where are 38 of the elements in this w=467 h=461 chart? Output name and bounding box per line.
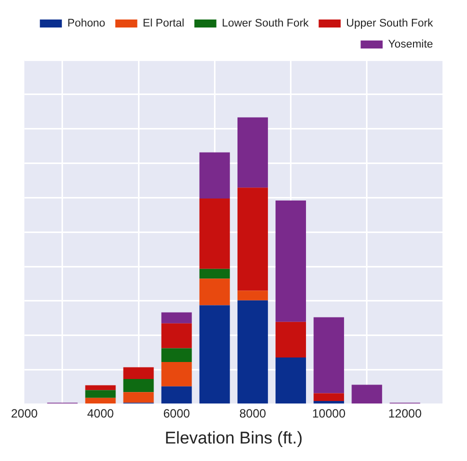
bar [237,117,268,188]
bar [276,200,306,322]
x-tick-label: 2000 [10,406,38,421]
legend-label: Pohono [67,18,106,30]
bar [161,312,192,324]
bar [237,290,268,300]
bar [276,357,306,404]
bar [199,278,230,306]
bar [314,393,344,402]
bar [237,300,268,404]
bar [161,323,192,348]
bar [85,385,116,390]
bar [276,322,306,358]
x-tick-label: 4000 [87,406,114,421]
legend-label: Upper South Fork [346,18,434,30]
bar [161,362,192,386]
bar [314,317,344,394]
x-tick-label: 12000 [388,406,422,421]
x-tick-label: 6000 [163,406,190,421]
bar [123,392,154,403]
bar [85,390,116,398]
legend-label: Yosemite [388,38,433,51]
bar [237,188,268,291]
bar [199,305,230,404]
bar [161,386,192,404]
x-axis-title: Elevation Bins (ft.) [164,428,303,448]
legend-label: Lower South Fork [222,18,310,30]
bar [199,198,230,269]
bar [123,378,154,392]
bar [123,367,154,379]
legend-label: El Portal [142,18,184,30]
x-tick-label: 10000 [312,406,346,421]
bar [199,152,230,199]
bar [85,398,116,404]
bar [199,268,230,279]
bar [352,384,382,404]
x-tick-label: 8000 [239,406,266,421]
bar [161,348,192,362]
